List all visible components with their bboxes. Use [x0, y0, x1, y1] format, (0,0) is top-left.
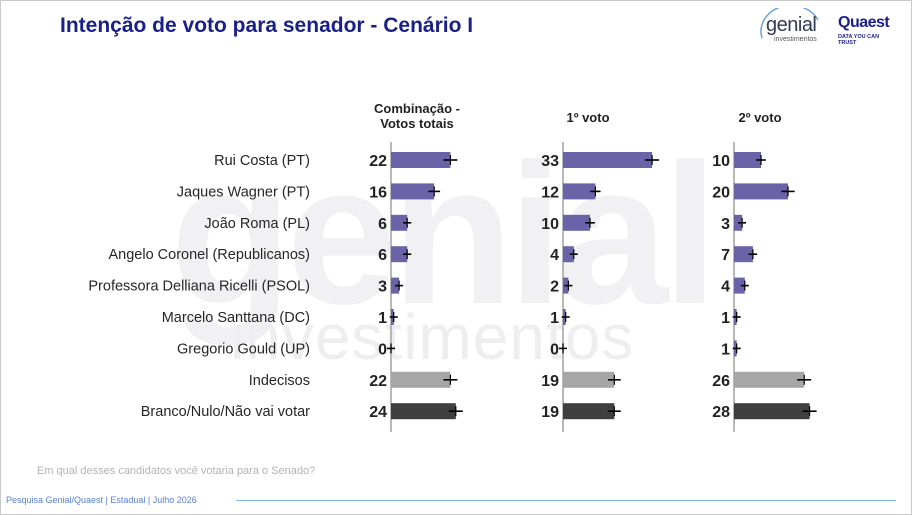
bar: [391, 371, 451, 388]
category-label: Rui Costa (PT): [214, 153, 310, 169]
bar: [734, 183, 788, 200]
bar: [391, 403, 456, 420]
bar: [563, 246, 574, 263]
genial-arc-icon: [760, 8, 819, 39]
chart-title: Intenção de voto para senador - Cenário …: [60, 14, 474, 37]
bar: [391, 246, 408, 263]
bar: [391, 183, 435, 200]
data-label: 1: [550, 310, 559, 327]
bar: [734, 246, 753, 263]
bar: [734, 214, 743, 231]
footer-divider: [236, 500, 896, 501]
data-label: 19: [541, 373, 559, 390]
category-label: Branco/Nulo/Não vai votar: [141, 404, 310, 420]
category-label: Gregorio Gould (UP): [177, 341, 310, 357]
category-label: Indecisos: [249, 373, 310, 389]
data-label: 6: [378, 216, 387, 233]
data-label: 0: [550, 341, 559, 358]
bar: [391, 214, 408, 231]
bar: [734, 152, 761, 168]
bar: [563, 152, 653, 168]
quaest-logo-subtext: DATA YOU CAN TRUST: [838, 34, 880, 46]
data-label: 19: [541, 404, 559, 421]
data-label: 3: [721, 216, 730, 233]
bar: [563, 403, 615, 420]
data-label: 0: [378, 341, 387, 358]
bar: [734, 277, 745, 294]
bar: [563, 183, 596, 200]
data-label: 4: [550, 247, 559, 264]
genial-logo: genial investimentos: [760, 8, 828, 48]
survey-question: Em qual desses candidatos você votaria p…: [37, 465, 316, 477]
bar: [734, 403, 810, 420]
data-label: 12: [541, 184, 559, 201]
category-label: Marcelo Santtana (DC): [162, 310, 310, 326]
data-label: 33: [541, 153, 559, 170]
data-label: 6: [378, 247, 387, 264]
genial-logo-subtext: investimentos: [774, 36, 817, 43]
data-label: 10: [541, 216, 559, 233]
data-label: 1: [721, 341, 730, 358]
bar: [734, 371, 805, 388]
category-label: João Roma (PL): [204, 216, 310, 232]
bar: [391, 277, 400, 294]
data-label: 20: [712, 184, 730, 201]
quaest-logo: Quaest DATA YOU CAN TRUST: [838, 14, 898, 48]
bar: [391, 152, 451, 168]
series-header: 1º voto: [566, 110, 609, 125]
series-header: Combinação -: [374, 101, 460, 116]
quaest-logo-text: Quaest: [838, 14, 890, 31]
data-label: 22: [369, 373, 387, 390]
footer-source: Pesquisa Genial/Quaest | Estadual | Julh…: [6, 495, 197, 505]
data-label: 22: [369, 153, 387, 170]
data-label: 26: [712, 373, 730, 390]
data-label: 7: [721, 247, 730, 264]
bar: [563, 214, 590, 231]
bar-chart: Combinação -Votos totais 1º voto 2º voto Ru…: [88, 101, 817, 432]
data-label: 24: [369, 404, 387, 421]
category-label: Jaques Wagner (PT): [177, 184, 310, 200]
logo-area: genial investimentos Quaest DATA YOU CAN…: [760, 8, 898, 48]
series-header: 2º voto: [738, 110, 781, 125]
bar: [563, 371, 615, 388]
category-label: Professora Delliana Ricelli (PSOL): [88, 279, 310, 295]
data-label: 1: [378, 310, 387, 327]
data-label: 2: [550, 279, 559, 296]
data-label: 16: [369, 184, 387, 201]
category-label: Angelo Coronel (Republicanos): [108, 247, 310, 263]
genial-logo-text: genial: [766, 14, 817, 36]
data-label: 4: [721, 279, 730, 296]
series-header: Votos totais: [380, 116, 453, 131]
data-label: 10: [712, 153, 730, 170]
data-label: 3: [378, 279, 387, 296]
data-label: 1: [721, 310, 730, 327]
data-label: 28: [712, 404, 730, 421]
